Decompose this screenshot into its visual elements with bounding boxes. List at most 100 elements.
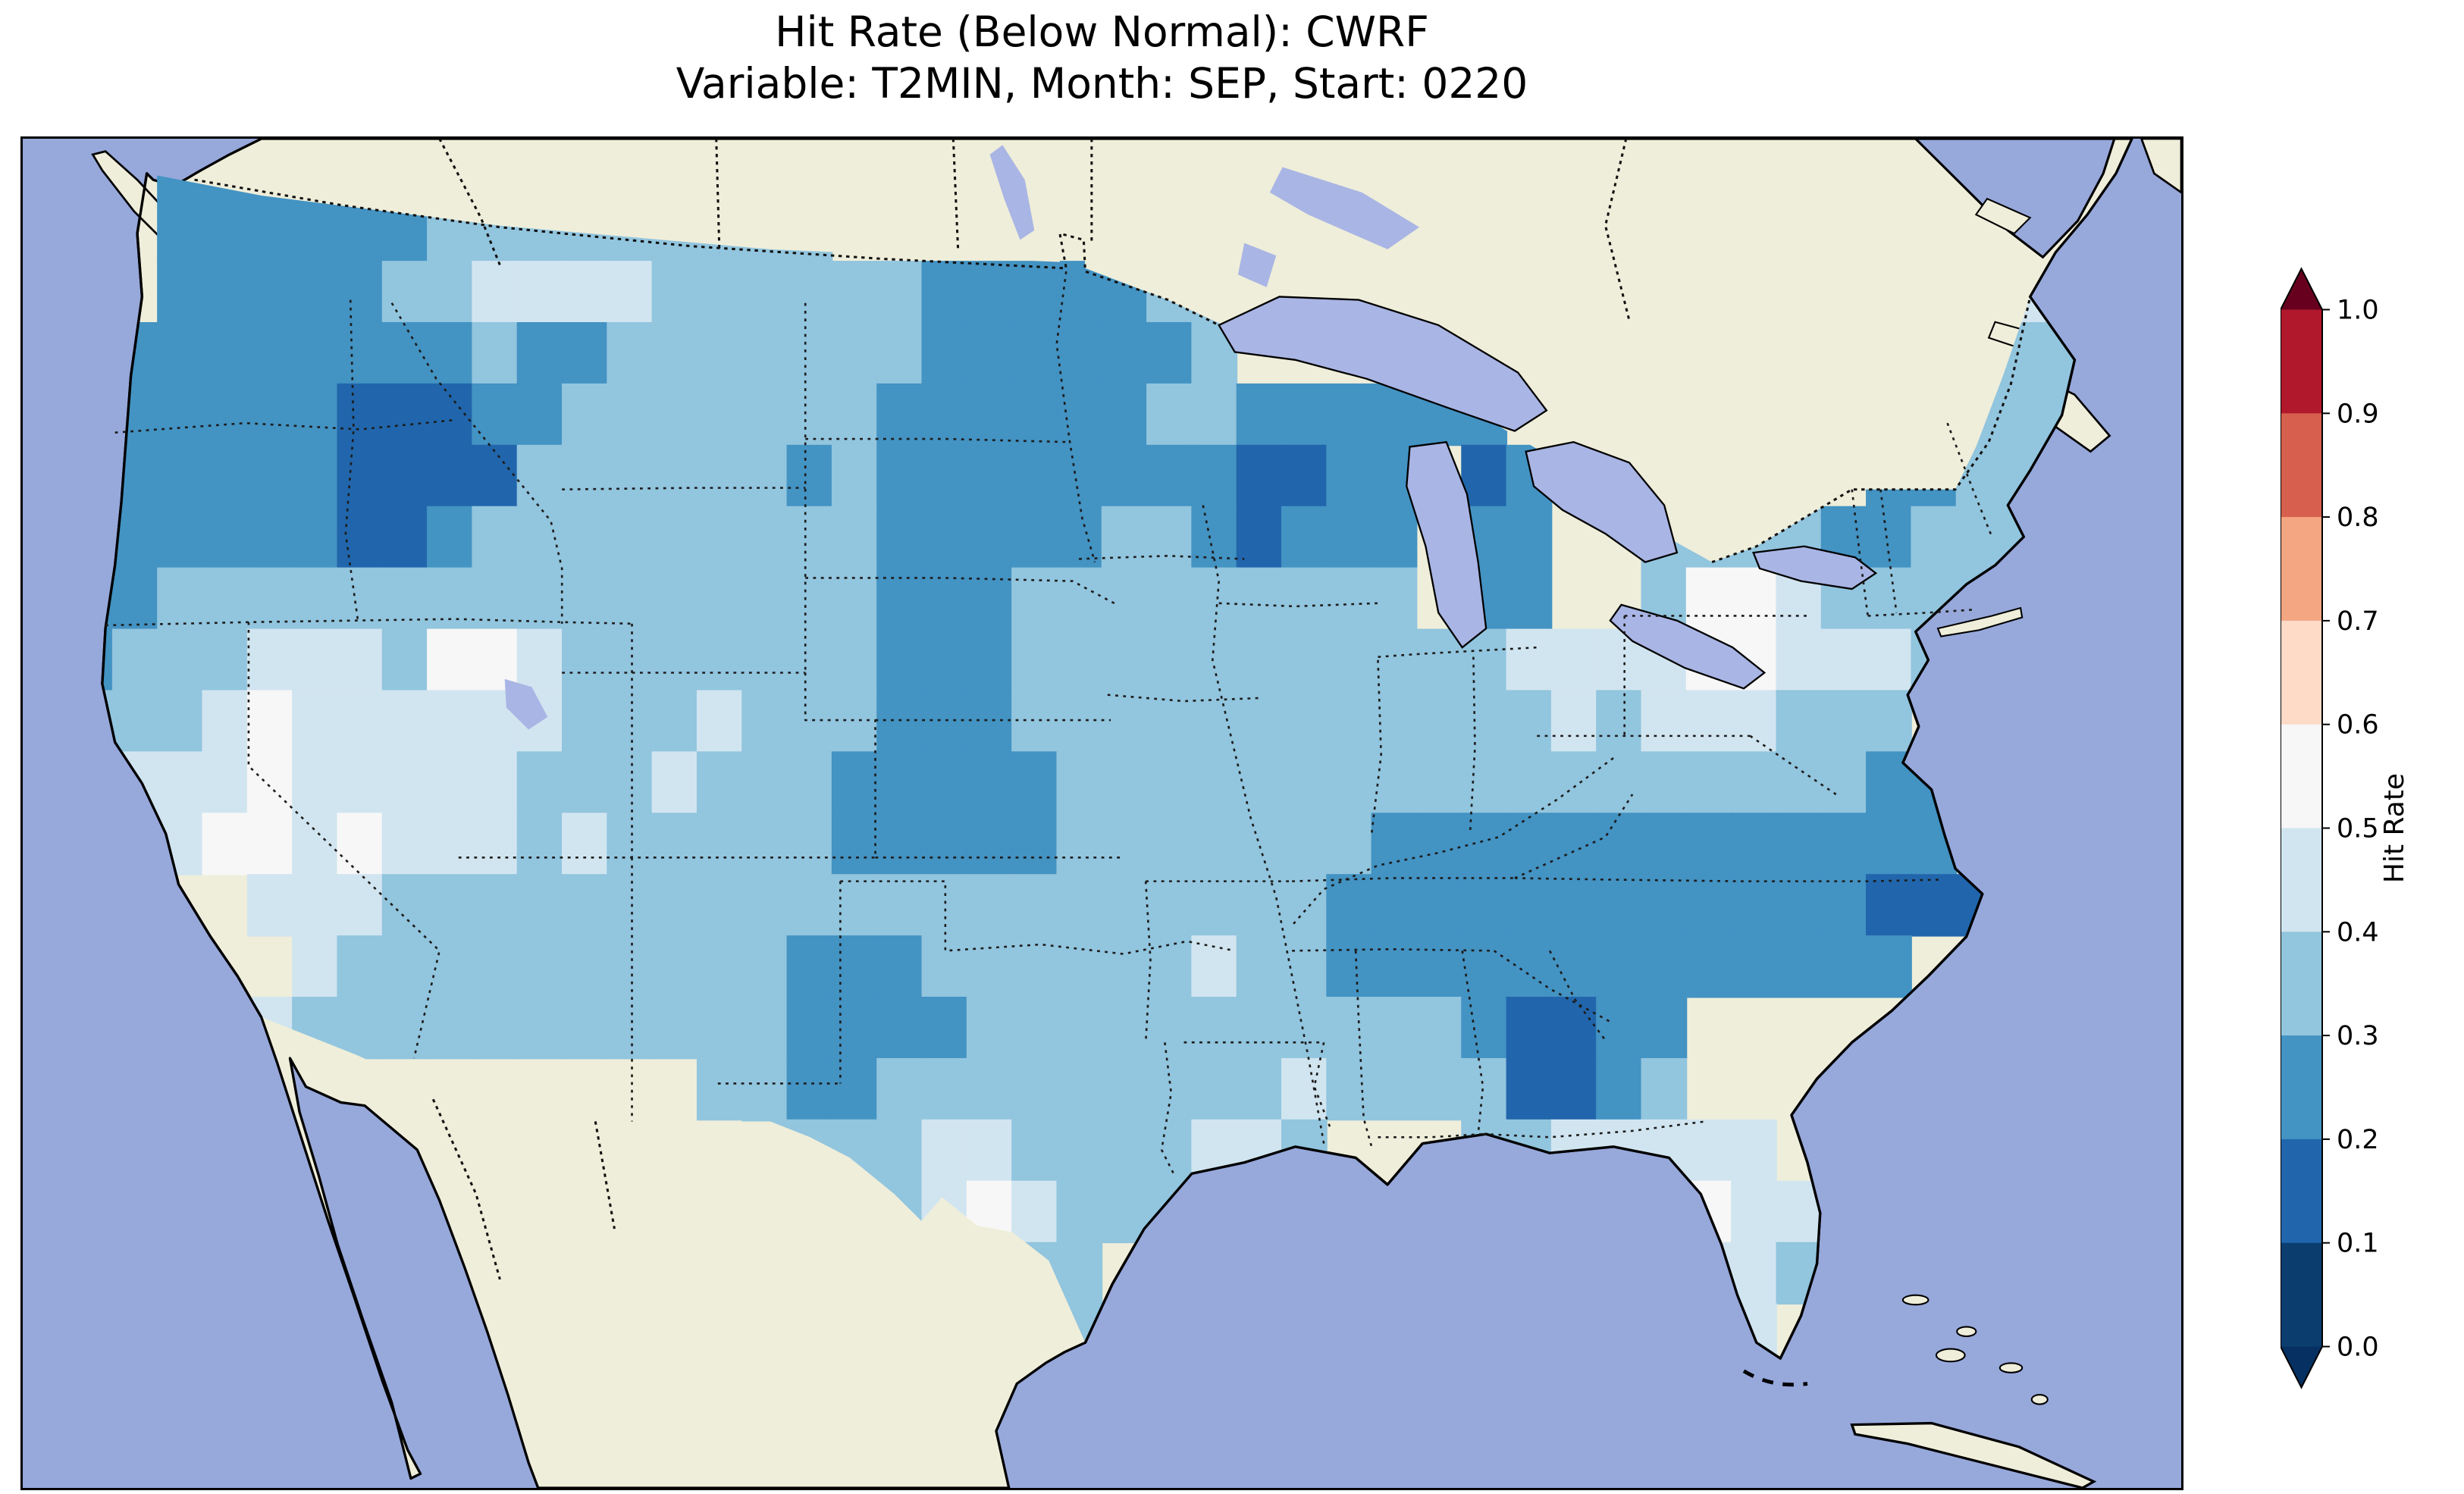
grid-cell — [381, 874, 428, 937]
grid-cell — [427, 261, 473, 324]
grid-cell — [1461, 935, 1508, 998]
colorbar-band — [2281, 932, 2322, 1036]
grid-cell — [651, 628, 698, 691]
grid-cell — [696, 628, 743, 691]
grid-cell — [651, 935, 698, 998]
grid-cell — [1506, 813, 1553, 875]
anticosti-island — [1974, 197, 2032, 235]
grid-cell — [292, 567, 338, 631]
grid-cell — [337, 506, 384, 569]
grid-cell — [1281, 383, 1328, 446]
grid-cell — [381, 628, 428, 691]
grid-cell — [696, 690, 743, 753]
grid-cell — [1550, 628, 1597, 691]
grid-cell — [427, 751, 473, 814]
grid-cell — [1596, 996, 1642, 1060]
grid-cell — [111, 567, 158, 631]
grid-cell — [1011, 444, 1058, 508]
grid-cell — [966, 751, 1013, 814]
grid-cell — [831, 506, 878, 569]
grid-cell — [1550, 751, 1597, 814]
grid-cell — [876, 874, 923, 937]
grid-cell — [337, 996, 384, 1060]
grid-cell — [1911, 874, 1958, 937]
grid-cell — [1820, 813, 1867, 875]
grid-cell — [696, 444, 743, 508]
colorbar-svg: 1.0 0.9 0.8 0.7 0.6 0.5 0.4 0.3 0.2 0.1 0.0 Hit Ra… — [2281, 267, 2410, 1389]
colorbar-tick-label: 0.0 — [2337, 1333, 2379, 1363]
grid-cell — [1415, 690, 1462, 753]
grid-cell — [1461, 444, 1508, 508]
grid-cell — [381, 751, 428, 814]
grid-cell — [696, 996, 743, 1060]
grid-cell — [696, 383, 743, 446]
grid-cell — [1281, 1057, 1328, 1121]
grid-cell — [786, 813, 833, 875]
grid-cell — [381, 506, 428, 569]
grid-cell — [831, 444, 878, 508]
grid-cell — [427, 935, 473, 998]
grid-cell — [786, 935, 833, 998]
colorbar-bands — [2281, 309, 2322, 1348]
grid-cell — [651, 813, 698, 875]
grid-cell — [607, 996, 654, 1060]
grid-cell — [562, 751, 608, 814]
grid-cell — [741, 935, 788, 998]
grid-cell — [381, 444, 428, 508]
grid-cell — [1731, 1119, 1777, 1182]
grid-cell — [741, 628, 788, 691]
grid-cell — [1415, 1057, 1462, 1121]
grid-cell — [337, 813, 384, 875]
grid-cell — [607, 321, 654, 385]
grid-cell — [1776, 874, 1823, 937]
grid-cell — [1506, 935, 1553, 998]
grid-cell — [1281, 628, 1328, 691]
grid-cell — [876, 444, 923, 508]
grid-cell — [202, 444, 249, 508]
gulf-st-lawrence — [1914, 139, 2116, 259]
colorbar-axis-label: Hit Rate — [2379, 773, 2410, 883]
grid-cell — [292, 383, 338, 446]
grid-cell — [1506, 690, 1553, 753]
grid-cell — [1371, 935, 1418, 998]
grid-cell — [1011, 1057, 1058, 1121]
grid-cell — [1596, 935, 1642, 998]
grid-cell — [607, 628, 654, 691]
grid-cell — [741, 874, 788, 937]
grid-cell — [1011, 1119, 1058, 1182]
grid-cell — [472, 874, 519, 937]
grid-cell — [876, 751, 923, 814]
grid-cell — [1191, 383, 1238, 446]
grid-cell — [337, 935, 384, 998]
figure-title: Hit Rate (Below Normal): CWRF Variable: … — [20, 6, 2183, 109]
state-borders — [105, 271, 1993, 1176]
grid-cell — [1641, 996, 1688, 1060]
grid-cell — [516, 261, 563, 324]
grid-cell — [202, 813, 249, 875]
grid-cell — [1596, 813, 1642, 875]
colorbar-tick-label: 0.3 — [2337, 1021, 2379, 1051]
grid-cell — [966, 813, 1013, 875]
grid-cell — [1326, 813, 1373, 875]
grid-cell — [786, 690, 833, 753]
grid-cell — [786, 751, 833, 814]
grid-cell — [1056, 751, 1103, 814]
grid-cell — [246, 628, 293, 691]
grid-cell — [831, 935, 878, 998]
grid-cell — [202, 628, 249, 691]
colorbar-band — [2281, 828, 2322, 932]
bahama-island — [1901, 1294, 1930, 1306]
grid-cell — [1191, 751, 1238, 814]
grid-cell — [1191, 1057, 1238, 1121]
grid-cell — [202, 321, 249, 385]
colorbar-band — [2281, 724, 2322, 829]
grid-cell — [651, 874, 698, 937]
grid-cell — [1685, 813, 1732, 875]
grid-cell — [292, 261, 338, 324]
grid-cell — [1056, 321, 1103, 385]
grid-cell — [157, 628, 203, 691]
grid-cell — [1371, 874, 1418, 937]
grid-cell — [562, 321, 608, 385]
grid-cell — [1191, 444, 1238, 508]
grid-cell — [1731, 751, 1777, 814]
